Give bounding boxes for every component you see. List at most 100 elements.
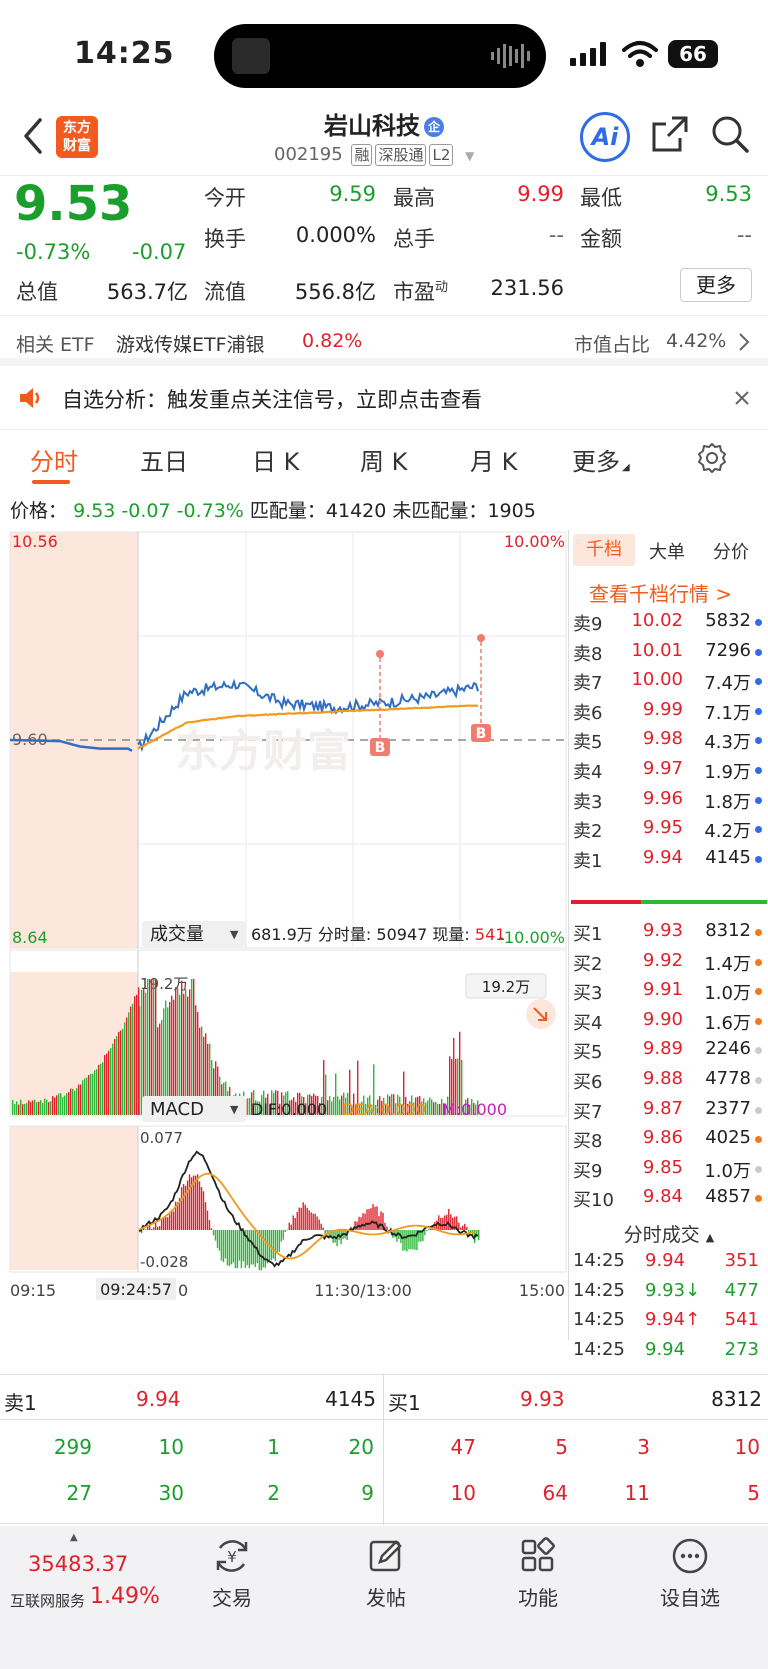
volume-bar xyxy=(120,1030,122,1115)
l2-ask-price: 9.94 xyxy=(136,1387,181,1411)
macd-bar xyxy=(376,1206,378,1230)
stock-code-line[interactable]: 002195 融深股通 L2 ▼ xyxy=(274,144,474,166)
related-etf-row[interactable]: 相关 ETF 游戏传媒ETF浦银 0.82% 市值占比 4.42% xyxy=(0,318,768,366)
volume-bar xyxy=(98,1064,100,1115)
volume-bar xyxy=(371,1104,373,1115)
bid-row[interactable]: 买1 9.93 8312 xyxy=(569,916,768,946)
volume-bar xyxy=(399,1096,401,1115)
macd-bar xyxy=(220,1230,223,1261)
tab-daily-k[interactable]: 日 K xyxy=(252,448,300,476)
tag-margin: 融 xyxy=(351,144,373,166)
index-label: 互联网服务 xyxy=(10,1592,86,1610)
macd-bar xyxy=(284,1230,286,1233)
notice-banner[interactable]: 自选分析：触发重点关注信号，立即点击查看 xyxy=(0,368,768,430)
info-unmatched: 1905 xyxy=(487,500,536,522)
volume-label: 总手 xyxy=(393,227,435,251)
mktcap-label: 总值 xyxy=(16,280,58,304)
tab-price-dist[interactable]: 分价 xyxy=(713,542,749,563)
macd-bar xyxy=(260,1230,263,1271)
bid-row[interactable]: 买5 9.89 2246 xyxy=(569,1034,768,1064)
tick-time: 14:25 xyxy=(573,1279,625,1301)
ticks-title[interactable]: 分时成交 ▲ xyxy=(623,1224,715,1246)
ask-row[interactable]: 卖1 9.94 4145 xyxy=(569,843,768,873)
dropdown-caret-icon[interactable]: ▼ xyxy=(465,149,475,163)
tab-big-orders[interactable]: 大单 xyxy=(649,542,685,563)
nav-add-watchlist-label: 设自选 xyxy=(660,1586,720,1610)
view-levels-link[interactable]: 查看千档行情 > xyxy=(589,582,733,606)
tab-weekly-k[interactable]: 周 K xyxy=(360,448,408,476)
tick-time: 14:25 xyxy=(573,1250,625,1271)
etf-name: 游戏传媒ETF浦银 xyxy=(116,334,265,356)
tab-monthly-k[interactable]: 月 K xyxy=(470,448,518,476)
settings-gear-icon[interactable] xyxy=(696,442,728,474)
bid-row[interactable]: 买8 9.86 4025 xyxy=(569,1123,768,1153)
ask-row[interactable]: 卖6 9.99 7.1万 xyxy=(569,695,768,725)
ask-row[interactable]: 卖8 10.01 7296 xyxy=(569,636,768,666)
volume-bar xyxy=(359,1103,361,1115)
macd-bar xyxy=(458,1222,460,1230)
bottom-nav: ▲ 35483.37 互联网服务 1.49% ¥ 交易 发帖 功能 xyxy=(0,1526,768,1669)
volume-bar xyxy=(477,1100,479,1115)
macd-bar xyxy=(428,1229,430,1230)
collapse-arrow-icon[interactable] xyxy=(526,999,556,1029)
tick-row: 14:25 9.94 351 xyxy=(569,1246,768,1276)
y-bottom-label: 8.64 xyxy=(12,928,48,947)
ai-assistant-button[interactable]: Ai xyxy=(580,112,630,162)
volume-value: -- xyxy=(548,223,564,247)
back-arrow-icon[interactable] xyxy=(22,116,44,156)
macd-bar xyxy=(312,1213,314,1230)
macd-bar xyxy=(382,1212,384,1230)
bid-row[interactable]: 买4 9.90 1.6万 xyxy=(569,1005,768,1035)
tab-more[interactable]: 更多 ◢ xyxy=(572,448,630,476)
dynamic-island[interactable] xyxy=(214,24,546,88)
bid-row[interactable]: 买9 9.85 1.0万 xyxy=(569,1153,768,1183)
macd-bar xyxy=(454,1216,456,1230)
bid-row[interactable]: 买10 9.84 4857 xyxy=(569,1182,768,1212)
bid-row[interactable]: 买6 9.88 4778 xyxy=(569,1064,768,1094)
search-icon[interactable] xyxy=(710,114,750,154)
tab-intraday[interactable]: 分时 xyxy=(30,448,78,476)
volume-bar xyxy=(377,1099,379,1115)
ask-row[interactable]: 卖9 10.02 5832 xyxy=(569,606,768,636)
ask-row[interactable]: 卖4 9.97 1.9万 xyxy=(569,754,768,784)
bid-price: 9.88 xyxy=(642,1068,683,1089)
bid-level: 买6 xyxy=(573,1072,603,1093)
x-cursor-text: 09:24:57 xyxy=(100,1280,172,1299)
bid-row[interactable]: 买2 9.92 1.4万 xyxy=(569,946,768,976)
audio-wave-icon xyxy=(491,44,530,68)
bid-row[interactable]: 买7 9.87 2377 xyxy=(569,1094,768,1124)
volume-bar xyxy=(289,1100,291,1115)
nav-functions-label: 功能 xyxy=(518,1586,558,1610)
nav-trade[interactable]: ¥ 交易 xyxy=(182,1536,282,1611)
tab-thousand-levels[interactable]: 千档 xyxy=(573,534,635,566)
ask-dot-icon xyxy=(755,648,762,656)
more-button[interactable]: 更多 xyxy=(680,268,752,302)
nav-post[interactable]: 发帖 xyxy=(336,1536,436,1611)
ask-level: 卖5 xyxy=(573,732,603,754)
l2-ask-label: 卖1 xyxy=(4,1391,37,1415)
volume-bar xyxy=(74,1090,76,1115)
compose-icon xyxy=(369,1540,402,1572)
ask-dot-icon xyxy=(755,619,762,626)
nav-functions[interactable]: 功能 xyxy=(488,1536,588,1611)
macd-bar xyxy=(476,1230,478,1238)
ask-row[interactable]: 卖3 9.96 1.8万 xyxy=(569,784,768,814)
ask-price: 10.01 xyxy=(631,639,683,661)
volume-bar xyxy=(421,1101,423,1115)
volume-bar xyxy=(343,1092,345,1115)
buy-marker-2[interactable]: B xyxy=(471,634,491,742)
buy-marker-1[interactable]: B xyxy=(370,650,390,756)
macd-indicator-selector[interactable]: MACD ▼ xyxy=(142,1096,246,1122)
close-icon[interactable] xyxy=(734,390,750,406)
volume-indicator-selector[interactable]: 成交量 ▼ xyxy=(142,921,246,947)
ask-row[interactable]: 卖2 9.95 4.2万 xyxy=(569,813,768,843)
high-value: 9.99 xyxy=(517,182,564,206)
volume-bar xyxy=(461,1059,463,1115)
ask-row[interactable]: 卖5 9.98 4.3万 xyxy=(569,724,768,754)
tab-5day[interactable]: 五日 xyxy=(140,448,188,476)
intraday-chart[interactable]: 东方财富 10.56 9.60 8.64 10.00% -10.00% B B … xyxy=(0,530,568,1376)
ask-row[interactable]: 卖7 10.00 7.4万 xyxy=(569,665,768,695)
bid-row[interactable]: 买3 9.91 1.0万 xyxy=(569,975,768,1005)
share-icon[interactable] xyxy=(650,114,690,154)
nav-add-watchlist[interactable]: 设自选 xyxy=(640,1536,740,1611)
